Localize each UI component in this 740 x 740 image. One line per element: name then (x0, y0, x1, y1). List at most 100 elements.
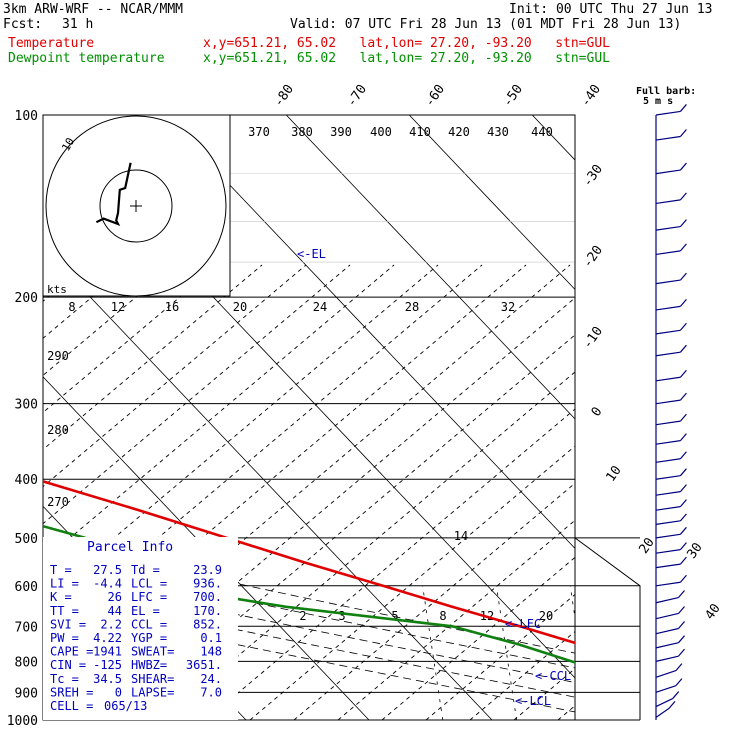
wind-barb-flag (678, 621, 685, 629)
pressure-label-400: 400 (15, 473, 38, 488)
parcel-row-value2: 23.9 (193, 563, 222, 577)
mixing-ratio-label-5: 5 (391, 609, 398, 623)
wind-barb (655, 458, 681, 463)
wind-barb-flag (679, 129, 687, 137)
hodo-ring-label-12: 12 (111, 300, 125, 314)
wind-barb-flag (675, 678, 683, 687)
dry-adiabat (690, 265, 740, 720)
wind-barb (655, 685, 677, 693)
parcel-row-value2: 24. (200, 672, 222, 686)
pressure-label-600: 600 (15, 580, 38, 595)
el-marker: <-EL (297, 247, 326, 261)
wind-barb (655, 549, 681, 554)
wind-barb (655, 110, 681, 116)
dewpoint-location: x,y=651.21, 65.02 lat,lon= 27.20, -93.20… (203, 51, 610, 66)
parcel-row-label2: YGP = (131, 631, 167, 645)
parcel-info-panel (43, 537, 238, 720)
wind-barb (655, 199, 681, 205)
theta-label-400: 400 (370, 125, 392, 139)
parcel-row-label2: CCL = (131, 617, 167, 631)
theta-side-label-290: 290 (47, 349, 69, 363)
theta-label-370: 370 (248, 125, 270, 139)
theta-label-390: 390 (330, 125, 352, 139)
wind-legend-line1: Full barb: (636, 86, 696, 97)
dry-adiabat (381, 556, 575, 720)
wind-barb-flag (679, 542, 687, 551)
wind-barb-flag (668, 700, 676, 709)
dry-adiabat (557, 705, 575, 720)
isotherm-label--40: -40 (578, 82, 604, 110)
theta-side-label-280: 280 (47, 423, 69, 437)
wind-barb (655, 596, 679, 604)
parcel-row-label2: LFC = (131, 590, 167, 604)
parcel-row-label: CIN = (50, 658, 86, 672)
lfc-marker: <-LFC (505, 617, 541, 631)
theta-label-420: 420 (448, 125, 470, 139)
wind-barb-flag (679, 413, 687, 422)
wind-barb-flag (679, 526, 687, 535)
parcel-row-label2: SWEAT= (131, 645, 174, 659)
wind-barb (655, 581, 681, 587)
pressure-label-500: 500 (15, 532, 38, 547)
parcel-row-label: T = (50, 563, 72, 577)
wind-barb (655, 305, 681, 311)
wind-barb-flag (679, 451, 687, 460)
wind-barb (655, 135, 681, 141)
wind-barb (655, 627, 679, 635)
dry-adiabat (43, 264, 571, 710)
wind-barb (655, 520, 681, 525)
wind-barb (655, 225, 681, 231)
pressure-label-900: 900 (15, 686, 38, 701)
dry-adiabat (73, 297, 575, 720)
wind-barb-flag (678, 635, 685, 644)
wind-barb-flag (679, 392, 687, 401)
dry-adiabat (734, 265, 740, 720)
wind-barb-flag (679, 322, 687, 331)
parcel-row-label2: LCL = (131, 577, 167, 591)
wind-barb-flag (679, 104, 687, 112)
mixing-ratio-label-8: 8 (439, 609, 446, 623)
parcel-row-label: SREH = (50, 685, 93, 699)
parcel-row-value: 34.5 (93, 672, 122, 686)
wind-barb-flag (679, 499, 687, 508)
hodo-ring-label-8: 8 (68, 300, 75, 314)
theta-label-440: 440 (531, 125, 553, 139)
isotherm-label-30: 30 (684, 540, 705, 561)
init-time: Init: 00 UTC Thu 27 Jun 13 (509, 2, 713, 17)
wind-barb-flag (679, 162, 687, 171)
wind-barb (655, 506, 681, 511)
parcel-row-value: 2.2 (100, 617, 122, 631)
wind-barb-flag (679, 369, 687, 378)
isotherm-label--70: -70 (344, 82, 370, 110)
parcel-row-label2: HWBZ= (131, 658, 167, 672)
parcel-row-value: 26 (108, 590, 122, 604)
wind-barb (655, 642, 679, 649)
isotherm (162, 115, 575, 550)
mixing-ratio-label-2: 2 (299, 609, 306, 623)
isotherm (43, 376, 370, 720)
hodo-ring-label-28: 28 (405, 300, 419, 314)
temperature-location: x,y=651.21, 65.02 lat,lon= 27.20, -93.20… (203, 36, 610, 51)
theta-label-430: 430 (487, 125, 509, 139)
wind-legend-line2: 5 m s (643, 96, 673, 107)
parcel-row-label: TT = (50, 604, 79, 618)
hodograph-ring-outer (45, 115, 227, 296)
hodograph-unit: kts (47, 283, 67, 296)
mixing-ratio-line (718, 586, 738, 720)
parcel-row-label: Tc = (50, 672, 79, 686)
parcel-row-value: 4.22 (93, 631, 122, 645)
wind-barb (655, 376, 681, 382)
parcel-row-value2: 7.0 (200, 685, 222, 699)
parcel-info-title: Parcel Info (87, 540, 173, 555)
parcel-row-value: -125 (93, 658, 122, 672)
hodograph-ring-mark: 10 (59, 136, 77, 154)
parcel-row-value2: 0.1 (200, 631, 222, 645)
plot-border (42, 114, 576, 721)
dry-adiabat (43, 264, 483, 636)
theta-label-380: 380 (291, 125, 313, 139)
dry-adiabat (205, 408, 575, 720)
model-title: 3km ARW-WRF -- NCAR/MMM (3, 2, 184, 17)
isotherm-label--10: -10 (580, 324, 606, 352)
